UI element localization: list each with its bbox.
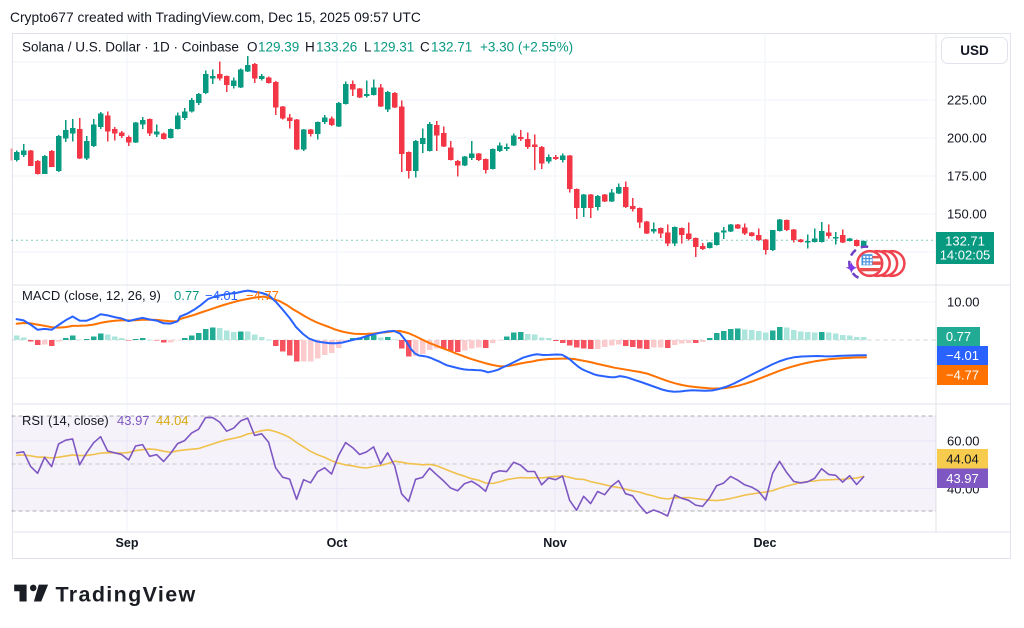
svg-text:Nov: Nov <box>543 536 567 550</box>
svg-text:Sep: Sep <box>116 536 139 550</box>
svg-text:MACD: MACD <box>22 288 60 303</box>
svg-text:14:02:05: 14:02:05 <box>940 248 991 263</box>
svg-text:−4.77: −4.77 <box>946 368 979 383</box>
svg-text:(14, close): (14, close) <box>48 413 109 428</box>
svg-text:TradingView: TradingView <box>56 583 197 607</box>
svg-text:132.71: 132.71 <box>431 40 472 55</box>
svg-text:Oct: Oct <box>327 536 349 550</box>
svg-text:+3.30 (+2.55%): +3.30 (+2.55%) <box>480 40 573 55</box>
svg-text:C: C <box>420 40 430 55</box>
svg-text:150.00: 150.00 <box>947 207 987 222</box>
svg-text:Dec: Dec <box>754 536 777 550</box>
svg-text:H: H <box>305 40 315 55</box>
svg-text:43.97: 43.97 <box>946 471 979 486</box>
svg-text:RSI: RSI <box>22 413 44 428</box>
svg-text:Crypto677 created with Trading: Crypto677 created with TradingView.com, … <box>10 10 421 25</box>
svg-text:0.77: 0.77 <box>946 329 971 344</box>
svg-text:132.71: 132.71 <box>945 234 985 249</box>
svg-text:129.39: 129.39 <box>258 40 299 55</box>
svg-text:60.00: 60.00 <box>947 434 980 449</box>
svg-text:200.00: 200.00 <box>947 131 987 146</box>
svg-text:USD: USD <box>960 43 989 58</box>
svg-text:175.00: 175.00 <box>947 169 987 184</box>
svg-text:43.97: 43.97 <box>117 413 150 428</box>
svg-text:L: L <box>364 40 372 55</box>
svg-text:225.00: 225.00 <box>947 93 987 108</box>
svg-text:O: O <box>247 40 258 55</box>
svg-text:−4.77: −4.77 <box>246 288 279 303</box>
svg-text:0.77: 0.77 <box>174 288 199 303</box>
svg-text:Solana / U.S. Dollar · 1D · Co: Solana / U.S. Dollar · 1D · Coinbase <box>22 40 239 55</box>
svg-text:(close, 12, 26, 9): (close, 12, 26, 9) <box>64 288 161 303</box>
svg-text:129.31: 129.31 <box>373 40 414 55</box>
svg-text:10.00: 10.00 <box>947 295 980 310</box>
svg-text:44.04: 44.04 <box>946 452 979 467</box>
svg-text:−4.01: −4.01 <box>946 348 979 363</box>
svg-text:−4.01: −4.01 <box>205 288 238 303</box>
svg-text:44.04: 44.04 <box>156 413 189 428</box>
svg-text:133.26: 133.26 <box>316 40 357 55</box>
